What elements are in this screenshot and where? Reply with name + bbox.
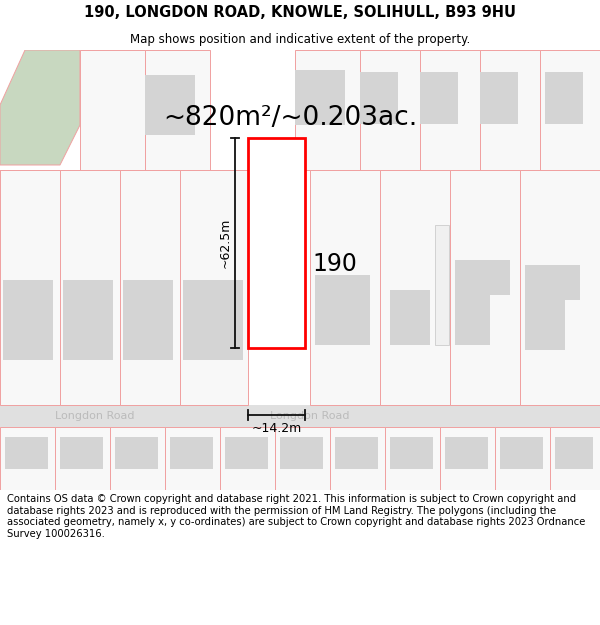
- Text: Longdon Road: Longdon Road: [55, 411, 135, 421]
- Bar: [420, 50, 480, 170]
- Bar: [183, 280, 243, 360]
- Bar: [390, 437, 433, 469]
- Bar: [120, 170, 180, 405]
- Bar: [480, 72, 518, 124]
- Bar: [455, 295, 490, 345]
- Bar: [0, 427, 55, 490]
- Bar: [555, 437, 593, 469]
- Bar: [310, 170, 380, 405]
- Bar: [495, 427, 550, 490]
- Bar: [145, 75, 195, 135]
- Bar: [435, 225, 449, 345]
- Text: ~62.5m: ~62.5m: [218, 217, 232, 268]
- Bar: [220, 427, 275, 490]
- Bar: [455, 260, 510, 295]
- Bar: [225, 437, 268, 469]
- Bar: [63, 280, 113, 360]
- Bar: [60, 170, 120, 405]
- Text: Contains OS data © Crown copyright and database right 2021. This information is : Contains OS data © Crown copyright and d…: [7, 494, 586, 539]
- Bar: [170, 437, 213, 469]
- Bar: [275, 427, 330, 490]
- Bar: [540, 50, 600, 170]
- Bar: [123, 280, 173, 360]
- Bar: [55, 427, 110, 490]
- Bar: [295, 70, 345, 125]
- Bar: [60, 437, 103, 469]
- Bar: [445, 437, 488, 469]
- Bar: [525, 300, 565, 350]
- Bar: [115, 437, 158, 469]
- Bar: [315, 275, 370, 345]
- Text: 190: 190: [313, 252, 358, 276]
- Bar: [335, 437, 378, 469]
- Bar: [3, 280, 53, 360]
- Bar: [0, 405, 600, 427]
- Bar: [380, 170, 450, 405]
- Bar: [180, 170, 248, 405]
- Bar: [500, 437, 543, 469]
- Bar: [385, 427, 440, 490]
- Bar: [145, 50, 210, 170]
- Text: 190, LONGDON ROAD, KNOWLE, SOLIHULL, B93 9HU: 190, LONGDON ROAD, KNOWLE, SOLIHULL, B93…: [84, 5, 516, 20]
- Text: Longdon Road: Longdon Road: [270, 411, 350, 421]
- Text: Map shows position and indicative extent of the property.: Map shows position and indicative extent…: [130, 32, 470, 46]
- Bar: [360, 50, 420, 170]
- Bar: [280, 437, 323, 469]
- Bar: [295, 50, 360, 170]
- Bar: [80, 50, 145, 170]
- Text: ~14.2m: ~14.2m: [251, 421, 302, 434]
- Bar: [440, 427, 495, 490]
- Bar: [450, 170, 520, 405]
- Bar: [480, 50, 540, 170]
- Polygon shape: [0, 50, 80, 165]
- Bar: [0, 170, 60, 405]
- Bar: [390, 290, 430, 345]
- Bar: [550, 427, 600, 490]
- Bar: [360, 72, 398, 124]
- Bar: [520, 170, 600, 405]
- Bar: [525, 265, 580, 300]
- Bar: [420, 72, 458, 124]
- Text: ~820m²/~0.203ac.: ~820m²/~0.203ac.: [163, 105, 417, 131]
- Bar: [5, 437, 48, 469]
- Bar: [110, 427, 165, 490]
- Bar: [165, 427, 220, 490]
- Bar: [330, 427, 385, 490]
- Bar: [545, 72, 583, 124]
- Bar: [248, 138, 305, 348]
